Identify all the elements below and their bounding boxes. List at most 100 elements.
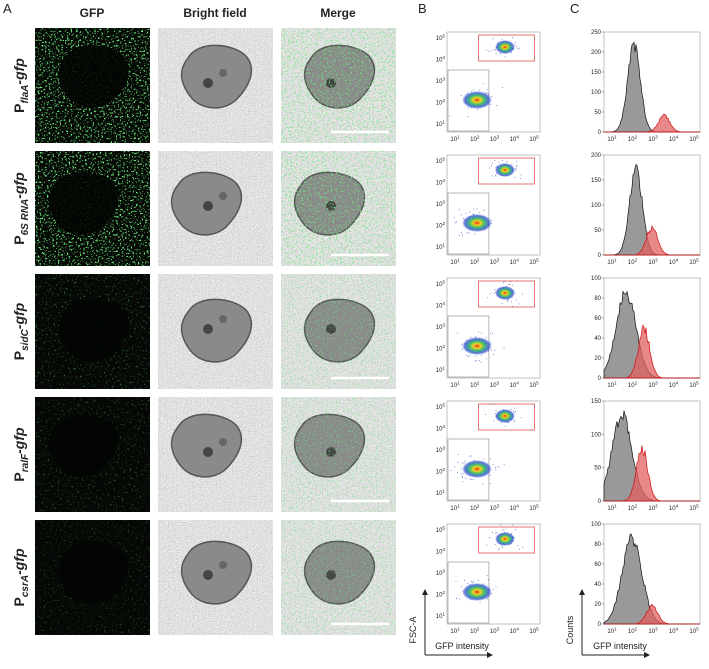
event — [492, 531, 493, 533]
tick-base: 10 — [436, 470, 443, 476]
tick-label: 100 — [591, 90, 602, 96]
label-prefix: P — [11, 351, 27, 360]
tick-label: 105 — [529, 135, 539, 144]
tick-base: 10 — [628, 383, 635, 389]
tick-exp: 3 — [497, 627, 500, 632]
tick-exp: 4 — [676, 504, 679, 509]
event — [474, 233, 476, 235]
tick-label: 102 — [436, 221, 446, 230]
event — [514, 412, 516, 414]
event — [513, 420, 515, 421]
tick-exp: 5 — [442, 526, 445, 531]
event — [511, 163, 513, 165]
tick-exp: 2 — [442, 344, 445, 349]
event — [495, 409, 497, 411]
column-header: Merge — [320, 6, 356, 20]
label-prefix: P — [11, 597, 27, 606]
tick-label: 105 — [529, 504, 539, 513]
tick-exp: 1 — [457, 135, 460, 140]
tick-label: 104 — [669, 258, 679, 267]
tick-label: 104 — [510, 381, 520, 390]
flow-plot-frame — [446, 277, 541, 379]
event — [490, 165, 492, 167]
tick-label: 104 — [669, 627, 679, 636]
tick-label: 104 — [510, 135, 520, 144]
event — [464, 460, 466, 462]
flow-plot-frame — [446, 523, 541, 625]
event — [492, 354, 494, 356]
tick-label: 103 — [436, 446, 446, 455]
tick-exp: 2 — [442, 98, 445, 103]
histogram-frame — [603, 31, 701, 133]
event — [494, 349, 496, 351]
tick-label: 101 — [607, 627, 617, 636]
tick-exp: 2 — [635, 504, 638, 509]
event — [477, 108, 479, 110]
event — [489, 474, 491, 476]
tick-label: 60 — [594, 316, 601, 322]
tick-label: 103 — [648, 504, 658, 513]
tick-base: 10 — [436, 282, 443, 288]
tick-label: 105 — [436, 403, 446, 412]
event — [514, 41, 516, 43]
tick-exp: 5 — [536, 135, 539, 140]
tick-label: 150 — [591, 178, 602, 184]
event — [496, 466, 498, 468]
event — [487, 297, 489, 299]
tick-base: 10 — [607, 506, 614, 512]
tick-label: 103 — [490, 381, 500, 390]
tick-label: 102 — [628, 135, 638, 144]
panel-label: A — [3, 1, 12, 16]
tick-exp: 2 — [477, 627, 480, 632]
event — [468, 356, 470, 357]
vacuole — [219, 69, 227, 77]
event — [489, 537, 490, 538]
event — [479, 360, 480, 362]
label-suffix: -gfp — [11, 172, 27, 199]
event — [485, 336, 487, 338]
tick-base: 10 — [436, 122, 443, 128]
event — [503, 529, 505, 531]
event — [510, 301, 512, 303]
event — [499, 53, 501, 55]
event — [478, 89, 480, 91]
tick-label: 103 — [648, 258, 658, 267]
tick-base: 10 — [669, 629, 676, 635]
event — [478, 212, 480, 214]
tick-base: 10 — [510, 137, 517, 143]
tick-base: 10 — [607, 629, 614, 635]
event — [501, 38, 503, 40]
gate — [478, 34, 535, 62]
tick-exp: 5 — [696, 135, 699, 140]
tick-exp: 2 — [477, 135, 480, 140]
event — [488, 50, 490, 52]
density — [495, 409, 515, 423]
event — [455, 580, 457, 582]
tick-base: 10 — [529, 506, 536, 512]
tick-label: 103 — [490, 627, 500, 636]
tick-base: 10 — [689, 260, 696, 266]
tick-exp: 5 — [696, 504, 699, 509]
tick-label: 60 — [594, 562, 601, 568]
tick-label: 101 — [436, 366, 446, 375]
cell-shadow — [58, 541, 129, 604]
density — [495, 532, 515, 546]
event — [495, 174, 497, 176]
tick-label: 104 — [436, 424, 446, 433]
tick-exp: 2 — [477, 504, 480, 509]
event — [491, 175, 493, 177]
tick-label: 103 — [490, 258, 500, 267]
density — [495, 286, 515, 300]
tick-base: 10 — [450, 629, 457, 635]
event — [515, 167, 517, 169]
tick-base: 10 — [669, 260, 676, 266]
event — [489, 332, 491, 334]
tick-exp: 3 — [442, 200, 445, 205]
tick-base: 10 — [510, 506, 517, 512]
event — [488, 167, 490, 169]
event — [495, 586, 497, 588]
tick-exp: 4 — [516, 381, 519, 386]
event — [461, 343, 463, 345]
tick-label: 102 — [470, 627, 480, 636]
tick-label: 20 — [594, 602, 601, 608]
